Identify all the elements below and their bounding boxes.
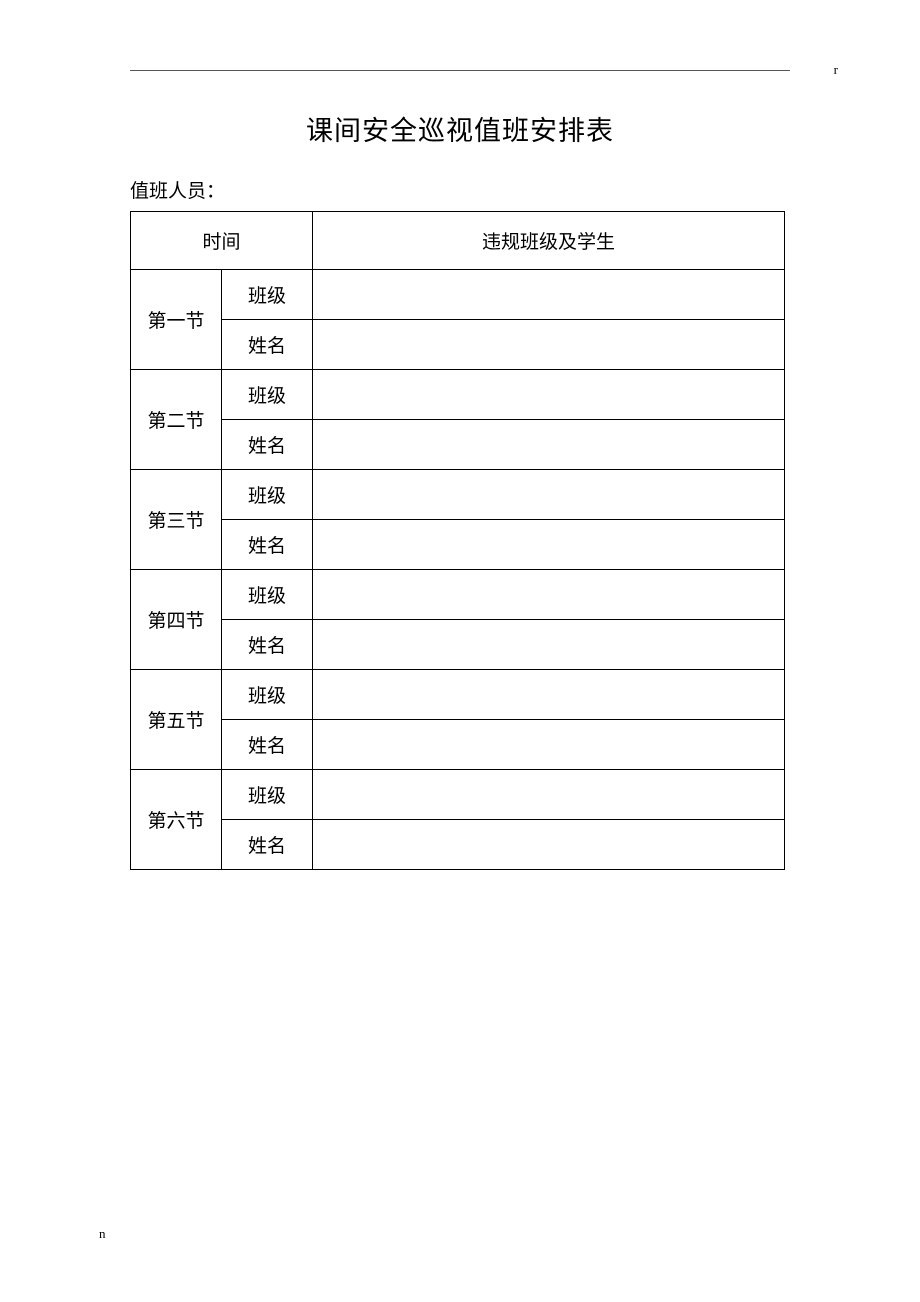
table-row: 姓名 [131,520,785,570]
period-label: 第六节 [131,770,222,870]
table-row: 姓名 [131,720,785,770]
page-title: 课间安全巡视值班安排表 [130,109,790,148]
sublabel-class: 班级 [222,570,313,620]
table-row: 姓名 [131,420,785,470]
cell-name-value [313,820,785,870]
sublabel-name: 姓名 [222,720,313,770]
cell-name-value [313,320,785,370]
cell-class-value [313,370,785,420]
period-label: 第一节 [131,270,222,370]
table-row: 姓名 [131,820,785,870]
sublabel-class: 班级 [222,770,313,820]
sublabel-name: 姓名 [222,320,313,370]
cell-class-value [313,470,785,520]
cell-name-value [313,720,785,770]
period-label: 第四节 [131,570,222,670]
cell-class-value [313,270,785,320]
header-line: r [130,70,790,71]
period-label: 第二节 [131,370,222,470]
table-row: 第六节 班级 [131,770,785,820]
table-row: 第四节 班级 [131,570,785,620]
period-label: 第五节 [131,670,222,770]
table-row: 姓名 [131,620,785,670]
cell-name-value [313,520,785,570]
sublabel-class: 班级 [222,470,313,520]
footer-marker: n [99,1226,106,1242]
table-row: 第五节 班级 [131,670,785,720]
cell-class-value [313,570,785,620]
period-label: 第三节 [131,470,222,570]
table-row: 第三节 班级 [131,470,785,520]
header-content: 违规班级及学生 [313,212,785,270]
cell-class-value [313,670,785,720]
cell-class-value [313,770,785,820]
subtitle-duty-personnel: 值班人员： [130,176,790,203]
table-row: 第一节 班级 [131,270,785,320]
table-header-row: 时间 违规班级及学生 [131,212,785,270]
sublabel-name: 姓名 [222,420,313,470]
sublabel-name: 姓名 [222,520,313,570]
sublabel-name: 姓名 [222,620,313,670]
header-time: 时间 [131,212,313,270]
header-marker: r [834,62,838,78]
cell-name-value [313,420,785,470]
table-row: 姓名 [131,320,785,370]
sublabel-name: 姓名 [222,820,313,870]
sublabel-class: 班级 [222,370,313,420]
schedule-table: 时间 违规班级及学生 第一节 班级 姓名 第二节 班级 姓名 [130,211,785,870]
sublabel-class: 班级 [222,670,313,720]
cell-name-value [313,620,785,670]
sublabel-class: 班级 [222,270,313,320]
table-row: 第二节 班级 [131,370,785,420]
